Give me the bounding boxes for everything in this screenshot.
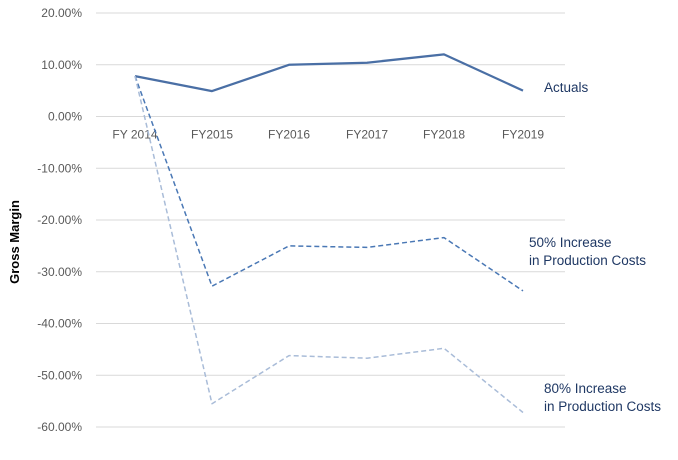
x-tick-label: FY2018 <box>423 128 465 142</box>
y-axis-ticks: 20.00% 10.00% 0.00% -10.00% -20.00% -30.00% -4… <box>37 6 82 434</box>
x-tick-label: FY2015 <box>191 128 233 142</box>
increase-80-line <box>134 75 524 414</box>
y-tick-label: -50.00% <box>37 368 82 382</box>
gridlines <box>96 12 565 428</box>
x-tick-label: FY2019 <box>502 128 544 142</box>
increase-80-label: 80% Increase <box>544 381 627 396</box>
y-tick-label: -30.00% <box>37 265 82 279</box>
y-tick-label: -40.00% <box>37 317 82 331</box>
series-lines <box>134 53 524 414</box>
y-tick-label: -20.00% <box>37 213 82 227</box>
x-tick-label: FY 2014 <box>112 128 157 142</box>
x-axis-ticks: FY 2014 FY2015 FY2016 FY2017 FY2018 FY2019 <box>112 128 544 142</box>
x-tick-label: FY2016 <box>268 128 310 142</box>
series-labels: Actuals 50% Increase in Production Costs 80… <box>529 80 661 414</box>
y-tick-label: 10.00% <box>41 58 82 72</box>
y-tick-label: 0.00% <box>48 110 82 124</box>
increase-50-line <box>134 75 524 292</box>
increase-50-label: 50% Increase <box>529 235 612 250</box>
y-tick-label: 20.00% <box>41 6 82 20</box>
y-tick-label: -60.00% <box>37 420 82 434</box>
x-tick-label: FY2017 <box>346 128 388 142</box>
actuals-label: Actuals <box>544 80 589 95</box>
actuals-line <box>134 53 524 93</box>
increase-50-label: in Production Costs <box>529 253 646 268</box>
y-axis-label: Gross Margin <box>7 200 22 284</box>
increase-80-label: in Production Costs <box>544 399 661 414</box>
y-tick-label: -10.00% <box>37 161 82 175</box>
